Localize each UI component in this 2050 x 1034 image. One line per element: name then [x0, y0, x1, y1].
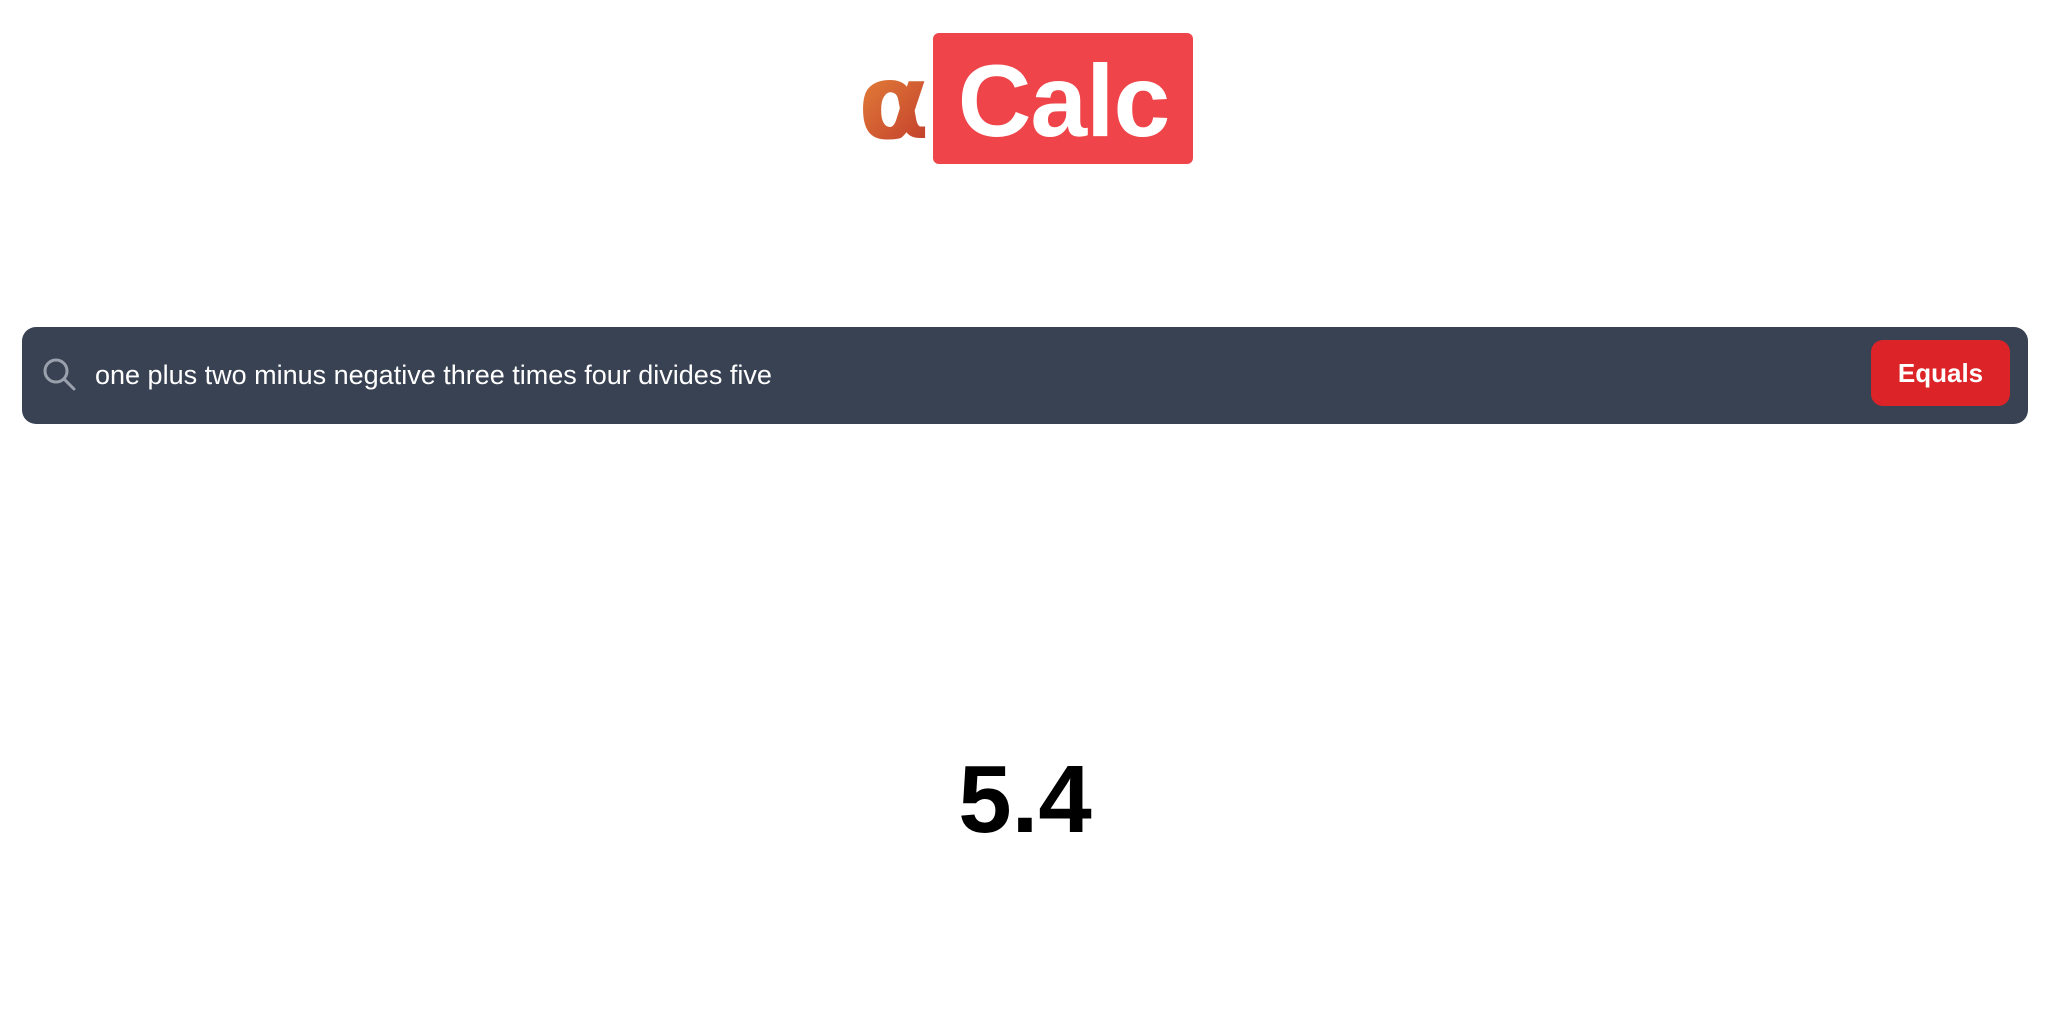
app-logo: α Calc — [858, 33, 1194, 164]
logo-box: Calc — [933, 33, 1194, 164]
search-input[interactable] — [95, 349, 1875, 401]
logo-word: Calc — [957, 43, 1170, 158]
result-value: 5.4 — [958, 746, 1092, 853]
equals-button[interactable]: Equals — [1871, 340, 2010, 406]
search-bar: Equals — [22, 327, 2028, 424]
search-icon — [42, 357, 78, 393]
logo-alpha: α — [858, 40, 930, 163]
